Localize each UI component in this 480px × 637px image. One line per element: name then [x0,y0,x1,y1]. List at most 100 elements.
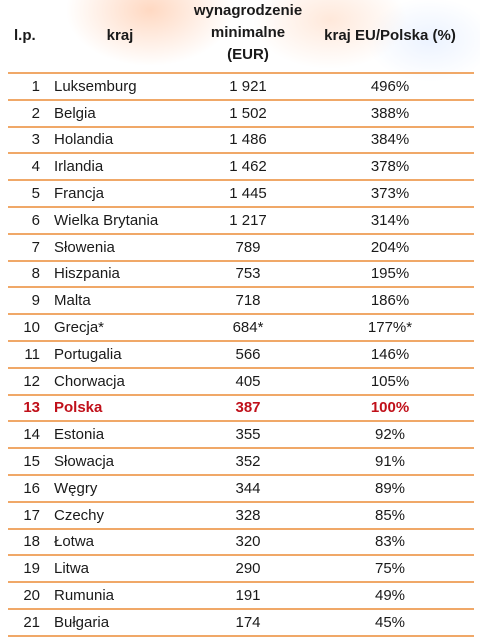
row-wynagrodzenie: 1 217 [190,206,306,235]
row-lp: 13 [8,394,50,423]
table-row: 16 Węgry 344 89% [8,474,474,503]
row-kraj: Estonia [50,421,190,450]
row-lp: 10 [8,314,50,342]
row-kraj: Litwa [50,555,190,584]
row-ratio: 177%* [306,314,474,342]
header-row: l.p. kraj wynagrodzenie minimalne (EUR) … [8,0,474,74]
row-kraj: Łotwa [50,528,190,557]
header-kraj: kraj [50,0,190,74]
row-lp: 1 [8,73,50,101]
row-lp: 9 [8,287,50,316]
header-lp: l.p. [8,0,50,74]
table-row: 3 Holandia 1 486 384% [8,126,474,155]
table-row: 13 Polska 387 100% [8,394,474,423]
row-wynagrodzenie: 355 [190,421,306,450]
row-lp: 12 [8,367,50,396]
row-ratio: 388% [306,99,474,128]
row-ratio: 146% [306,340,474,369]
header-wynagrodzenie-line2: minimalne [210,24,286,41]
row-lp: 5 [8,180,50,208]
row-ratio: 105% [306,367,474,396]
row-lp: 4 [8,153,50,182]
row-wynagrodzenie: 320 [190,528,306,557]
row-wynagrodzenie: 405 [190,367,306,396]
table-row: 11 Portugalia 566 146% [8,340,474,369]
row-wynagrodzenie: 290 [190,555,306,584]
table-row: 4 Irlandia 1 462 378% [8,153,474,182]
row-lp: 11 [8,340,50,369]
table-row: 12 Chorwacja 405 105% [8,367,474,396]
row-lp: 7 [8,233,50,262]
table-row: 7 Słowenia 789 204% [8,233,474,262]
row-wynagrodzenie: 344 [190,474,306,503]
wage-table-container: l.p. kraj wynagrodzenie minimalne (EUR) … [8,0,474,637]
minimum-wage-table: l.p. kraj wynagrodzenie minimalne (EUR) … [8,0,474,637]
row-wynagrodzenie: 1 486 [190,126,306,155]
row-wynagrodzenie: 1 921 [190,73,306,101]
row-ratio: 195% [306,260,474,289]
row-kraj: Chorwacja [50,367,190,396]
table-row: 6 Wielka Brytania 1 217 314% [8,206,474,235]
row-wynagrodzenie: 1 445 [190,180,306,208]
row-kraj: Malta [50,287,190,316]
header-wynagrodzenie: wynagrodzenie minimalne (EUR) [190,0,306,74]
row-ratio: 85% [306,501,474,530]
row-kraj: Irlandia [50,153,190,182]
table-row: 17 Czechy 328 85% [8,501,474,530]
table-row: 19 Litwa 290 75% [8,555,474,584]
row-kraj: Francja [50,180,190,208]
row-lp: 8 [8,260,50,289]
row-kraj: Holandia [50,126,190,155]
row-lp: 16 [8,474,50,503]
row-ratio: 91% [306,448,474,476]
table-row: 9 Malta 718 186% [8,287,474,316]
row-wynagrodzenie: 387 [190,394,306,423]
row-wynagrodzenie: 684* [190,314,306,342]
header-ratio: kraj EU/Polska (%) [306,0,474,74]
row-lp: 17 [8,501,50,530]
row-kraj: Grecja* [50,314,190,342]
row-kraj: Luksemburg [50,73,190,101]
row-wynagrodzenie: 718 [190,287,306,316]
row-lp: 19 [8,555,50,584]
table-row: 2 Belgia 1 502 388% [8,99,474,128]
row-wynagrodzenie: 789 [190,233,306,262]
row-kraj: Słowenia [50,233,190,262]
row-wynagrodzenie: 174 [190,608,306,637]
row-lp: 2 [8,99,50,128]
table-row: 5 Francja 1 445 373% [8,180,474,208]
table-body: 1 Luksemburg 1 921 496% 2 Belgia 1 502 388% 3 Hol… [8,73,474,637]
row-lp: 15 [8,448,50,476]
row-kraj: Portugalia [50,340,190,369]
row-wynagrodzenie: 1 502 [190,99,306,128]
row-ratio: 89% [306,474,474,503]
row-ratio: 384% [306,126,474,155]
row-wynagrodzenie: 352 [190,448,306,476]
table-row: 1 Luksemburg 1 921 496% [8,73,474,101]
row-lp: 3 [8,126,50,155]
row-ratio: 373% [306,180,474,208]
row-kraj: Wielka Brytania [50,206,190,235]
row-ratio: 204% [306,233,474,262]
row-lp: 14 [8,421,50,450]
row-kraj: Polska [50,394,190,423]
row-lp: 18 [8,528,50,557]
row-wynagrodzenie: 566 [190,340,306,369]
table-row: 18 Łotwa 320 83% [8,528,474,557]
table-row: 8 Hiszpania 753 195% [8,260,474,289]
row-kraj: Węgry [50,474,190,503]
table-row: 14 Estonia 355 92% [8,421,474,450]
row-kraj: Hiszpania [50,260,190,289]
header-wynagrodzenie-line3: (EUR) [227,46,269,63]
row-kraj: Czechy [50,501,190,530]
row-wynagrodzenie: 753 [190,260,306,289]
row-ratio: 83% [306,528,474,557]
row-kraj: Słowacja [50,448,190,476]
row-kraj: Belgia [50,99,190,128]
row-lp: 6 [8,206,50,235]
row-ratio: 378% [306,153,474,182]
table-header: l.p. kraj wynagrodzenie minimalne (EUR) … [8,0,474,74]
row-ratio: 45% [306,608,474,637]
row-ratio: 100% [306,394,474,423]
row-wynagrodzenie: 328 [190,501,306,530]
